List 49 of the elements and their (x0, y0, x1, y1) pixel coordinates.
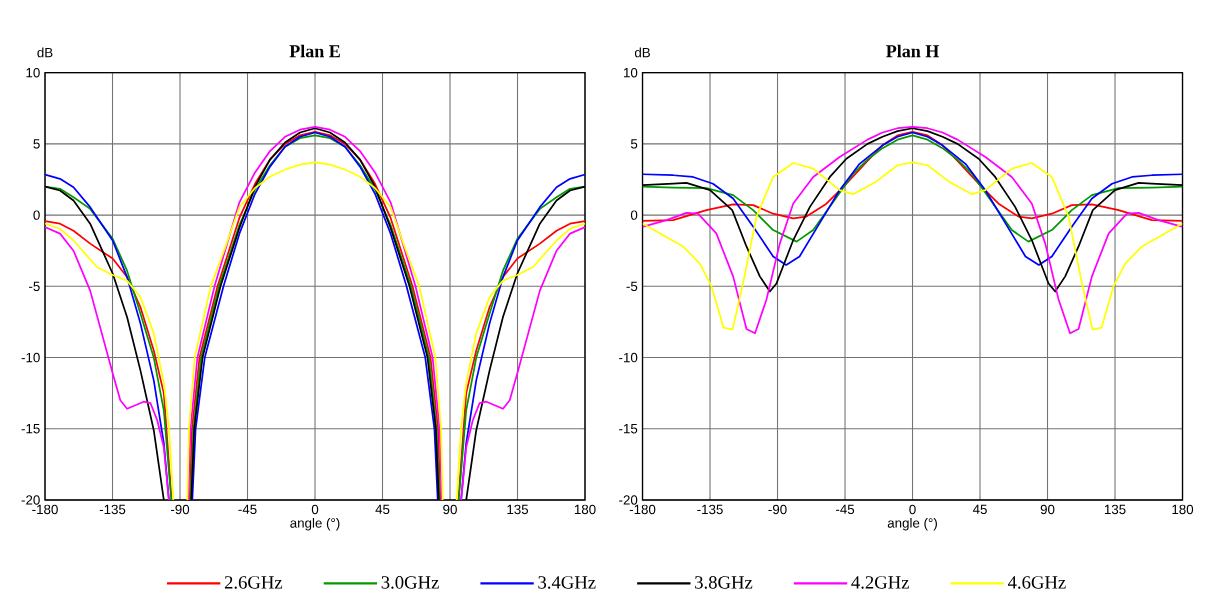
legend-label: 3.0GHz (381, 576, 439, 589)
chart-title: Plan H (886, 44, 939, 58)
line-series (642, 161, 1183, 331)
chart-title: Plan E (289, 44, 340, 58)
legend-label: 3.8GHz (695, 576, 753, 589)
y-tick-label: -20 (21, 495, 40, 505)
legend-label: 3.4GHz (538, 576, 596, 589)
y-tick-label: -5 (626, 281, 638, 291)
x-tick-label: 90 (443, 504, 457, 515)
y-tick-label: 5 (630, 139, 638, 149)
x-tick-label: -45 (835, 504, 855, 514)
y-tick-label: -10 (619, 352, 638, 363)
y-tick-label: 0 (33, 210, 40, 220)
x-tick-label: 45 (375, 504, 390, 514)
x-tick-label: 90 (1040, 504, 1055, 515)
x-tick-label: -135 (99, 504, 126, 515)
line-series (642, 125, 1183, 335)
x-tick-label: -180 (32, 504, 58, 515)
x-tick-label: -45 (238, 504, 257, 514)
line-series (642, 131, 1183, 266)
x-tick-label: 180 (574, 504, 596, 515)
y-axis-title: dB (37, 47, 53, 58)
y-axis-title: dB (634, 47, 650, 58)
legend-label: 2.6GHz (224, 576, 283, 589)
x-tick-label: 0 (909, 504, 916, 515)
x-axis-title: angle (°) (290, 517, 340, 531)
y-tick-label: 0 (630, 210, 638, 220)
x-tick-label: -90 (768, 504, 787, 515)
legend-label: 4.2GHz (851, 576, 909, 589)
line-series (642, 130, 1183, 222)
x-tick-label: -180 (629, 504, 656, 515)
y-tick-label: 10 (26, 67, 40, 78)
line-series (642, 134, 1183, 243)
x-tick-label: 180 (1172, 504, 1194, 515)
x-tick-label: 135 (507, 504, 529, 515)
y-tick-label: 10 (624, 67, 638, 78)
y-tick-label: -15 (619, 424, 638, 434)
x-axis-title: angle (°) (887, 517, 937, 531)
x-tick-label: 0 (311, 504, 319, 515)
x-tick-label: 135 (1104, 504, 1126, 515)
y-tick-label: -10 (21, 352, 40, 363)
y-tick-label: -5 (29, 281, 40, 291)
y-tick-label: -20 (619, 495, 638, 505)
x-tick-label: -90 (170, 504, 190, 515)
legend-label: 4.6GHz (1007, 576, 1066, 589)
x-tick-label: -135 (697, 504, 723, 515)
y-tick-label: -15 (21, 424, 40, 434)
y-tick-label: 5 (33, 139, 40, 149)
x-tick-label: 45 (972, 504, 987, 514)
